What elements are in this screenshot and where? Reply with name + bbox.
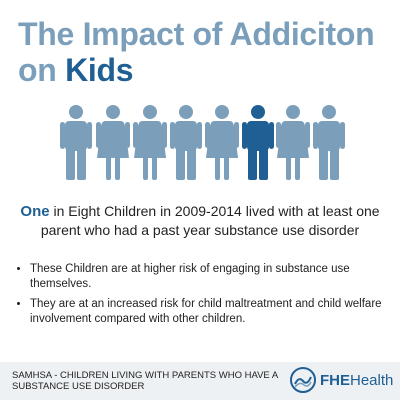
bullet-list: These Children are at higher risk of eng… — [14, 262, 400, 332]
logo-text: FHEHealth — [320, 372, 393, 389]
logo-bold: FHE — [320, 371, 350, 389]
title-line: on Kids — [18, 52, 374, 88]
person-icon — [96, 105, 130, 180]
bullet: These Children are at higher risk of eng… — [30, 262, 400, 292]
person-icon — [276, 105, 310, 180]
bullet: They are at an increased risk for child … — [30, 297, 400, 327]
stat-highlight: One — [20, 203, 50, 220]
logo: FHEHealth — [290, 367, 393, 393]
person-icon — [170, 105, 202, 180]
logo-icon — [290, 367, 316, 393]
title: The Impact of Addiciton on Kids — [18, 16, 375, 88]
stat-text: in Eight Children in 2009-2014 lived wit… — [40, 203, 380, 238]
footer: SAMHSA - CHILDREN LIVING WITH PARENTS WH… — [0, 362, 400, 400]
statistic: One in Eight Children in 2009-2014 lived… — [20, 202, 380, 239]
person-icon — [60, 105, 92, 180]
title-text: on — [18, 52, 57, 88]
logo-light: Health — [350, 371, 394, 389]
person-icon — [133, 105, 167, 180]
source: SAMHSA - CHILDREN LIVING WITH PARENTS WH… — [12, 370, 278, 392]
person-icon — [205, 105, 239, 180]
title-line: The Impact of Addiciton — [18, 16, 375, 52]
person-icon — [313, 105, 345, 180]
person-icon-highlight — [242, 105, 274, 180]
people-icons — [60, 105, 345, 180]
title-highlight: Kids — [65, 52, 134, 88]
